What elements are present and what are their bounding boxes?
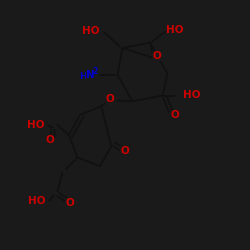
Text: O: O [45, 135, 54, 145]
Text: 2: 2 [92, 66, 98, 76]
Text: N: N [86, 70, 94, 80]
Text: O: O [170, 110, 179, 120]
Text: O: O [152, 51, 161, 61]
Text: O: O [106, 94, 114, 104]
Text: H: H [78, 72, 86, 81]
Text: O: O [120, 146, 129, 156]
Text: HO: HO [27, 120, 44, 130]
Text: HO: HO [166, 25, 184, 35]
Text: O: O [65, 198, 74, 207]
Text: HO: HO [82, 26, 100, 36]
Text: HO: HO [182, 90, 200, 101]
Text: HO: HO [28, 196, 46, 206]
